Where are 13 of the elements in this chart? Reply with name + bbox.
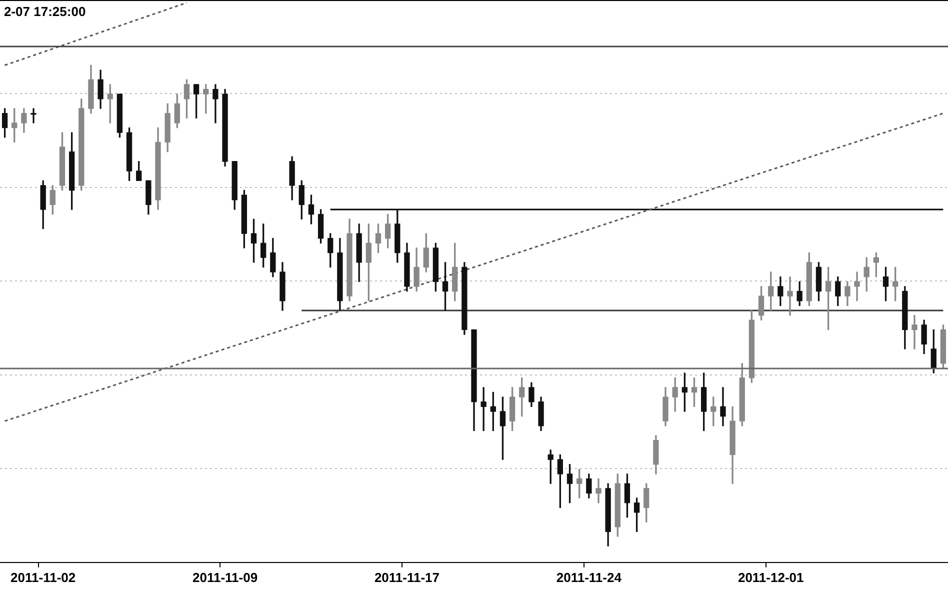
x-tick-label: 2011-11-02 [10, 570, 76, 585]
candlestick [787, 276, 793, 316]
x-tick-label: 2011-11-17 [374, 570, 440, 585]
candlestick [596, 478, 602, 504]
x-tick-label: 2011-11-24 [556, 570, 622, 585]
candlestick [212, 84, 218, 124]
chart-title: 2-07 17:25:00 [2, 4, 88, 19]
candlestick [854, 272, 860, 302]
x-tick-label: 2011-12-01 [738, 570, 804, 585]
candlestick [480, 387, 486, 432]
candlestick [912, 314, 918, 350]
candlestick [30, 108, 36, 124]
x-tick-label: 2011-11-09 [192, 570, 258, 585]
